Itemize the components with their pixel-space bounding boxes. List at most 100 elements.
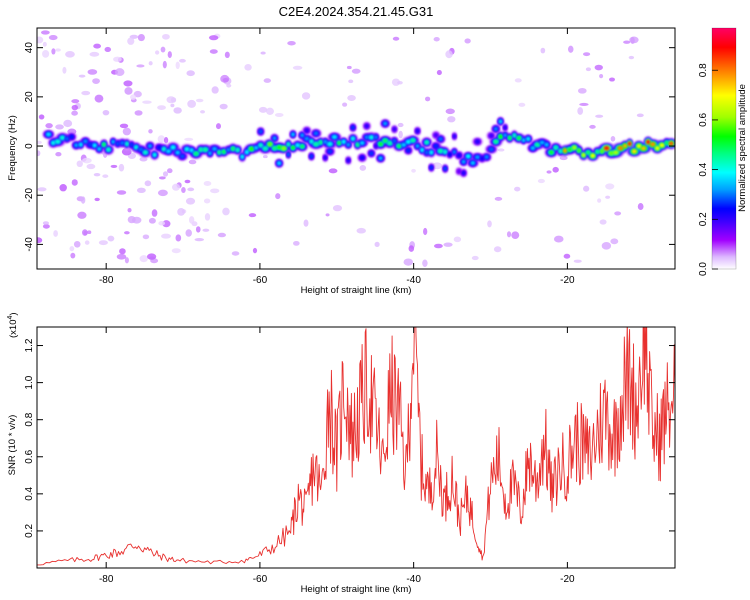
heatmap-cell [471, 255, 479, 261]
heatmap-cell [48, 35, 58, 41]
heatmap-cell [81, 90, 91, 96]
heatmap-cell [125, 141, 129, 146]
heatmap-cell [240, 154, 245, 159]
heatmap-cell [184, 179, 191, 184]
heatmap-cell [461, 159, 466, 164]
heatmap-cell [318, 140, 323, 145]
spectrogram-y-tick-label: 40 [24, 42, 35, 54]
snr-x-tick-label: -40 [406, 574, 421, 585]
heatmap-cell [74, 143, 79, 148]
heatmap-cell [42, 50, 50, 58]
heatmap-cell [512, 133, 517, 138]
heatmap-cell [526, 136, 531, 142]
snr-multiplier-close: ) [8, 312, 19, 315]
heatmap-cell [235, 147, 240, 153]
heatmap-cell [124, 231, 130, 235]
heatmap-cell [204, 213, 211, 221]
snr-x-tick-label: -60 [253, 574, 268, 585]
heatmap-cell [346, 142, 351, 147]
heatmap-cell [636, 143, 642, 149]
heatmap-cell [53, 230, 58, 237]
heatmap-cell [327, 141, 333, 147]
heatmap-cell [487, 220, 492, 228]
heatmap-cell [539, 140, 545, 145]
heatmap-cell [452, 134, 457, 139]
heatmap-cell [63, 119, 73, 128]
heatmap-cell [104, 46, 112, 53]
heatmap-cell [59, 135, 65, 140]
heatmap-cell [304, 128, 310, 133]
heatmap-cell [265, 107, 274, 115]
heatmap-cell [222, 77, 229, 83]
heatmap-cell [42, 224, 50, 229]
heatmap-cell [563, 148, 568, 153]
heatmap-cell [595, 114, 604, 118]
heatmap-cell [79, 142, 83, 147]
heatmap-cell [313, 131, 319, 136]
heatmap-cell [189, 148, 194, 153]
heatmap-cell [447, 152, 452, 157]
heatmap-cell [181, 186, 186, 193]
heatmap-cell [568, 45, 574, 53]
heatmap-cell [438, 148, 444, 154]
heatmap-cell [111, 139, 115, 144]
spectrogram-x-tick-label: -40 [406, 275, 421, 286]
heatmap-cell [211, 146, 218, 151]
heatmap-cell [623, 40, 631, 44]
heatmap-cell [494, 196, 503, 201]
heatmap-cell [217, 150, 221, 155]
snr-y-tick-label: 1.2 [24, 338, 35, 352]
heatmap-cell [287, 40, 296, 46]
heatmap-cell [157, 135, 166, 143]
heatmap-cell [498, 119, 503, 124]
heatmap-cell [231, 251, 240, 256]
heatmap-cell [424, 150, 429, 155]
heatmap-cell [202, 147, 208, 152]
heatmap-cell [382, 138, 388, 143]
heatmap-cell [480, 156, 485, 161]
heatmap-cell [331, 134, 338, 140]
heatmap-cell [42, 41, 47, 47]
heatmap-cell [617, 146, 624, 151]
heatmap-cell [503, 133, 507, 138]
heatmap-cell [601, 242, 612, 250]
heatmap-cell [258, 129, 263, 134]
heatmap-cell [332, 204, 343, 212]
heatmap-cell [351, 125, 355, 130]
heatmap-cell [37, 187, 47, 192]
heatmap-cell [226, 83, 232, 88]
heatmap-cell [461, 170, 466, 176]
spectrogram-x-label: Height of straight line (km) [301, 285, 412, 296]
heatmap-cell [179, 154, 185, 159]
heatmap-cell [120, 140, 125, 146]
heatmap-cell [610, 238, 619, 245]
heatmap-cell [71, 179, 78, 186]
heatmap-cell [55, 151, 62, 157]
heatmap-cell [391, 78, 401, 86]
colorbar-tick-label: 0.0 [698, 262, 709, 276]
heatmap-cell [356, 227, 366, 234]
heatmap-cell [382, 121, 388, 126]
heatmap-cell [171, 183, 181, 191]
heatmap-cell [585, 67, 591, 72]
heatmap-cell [493, 126, 499, 132]
spectrogram-x-tick-label: -80 [99, 275, 114, 286]
heatmap-cell [275, 193, 281, 200]
heatmap-cell [133, 90, 142, 98]
spectrogram-y-tick-label: -40 [24, 237, 35, 252]
heatmap-cell [573, 259, 582, 263]
heatmap-cell [107, 235, 115, 242]
heatmap-cell [37, 150, 41, 157]
heatmap-cell [92, 78, 100, 84]
heatmap-cell [558, 149, 563, 154]
spectrogram-y-tick-label: 0 [24, 143, 35, 149]
heatmap-cell [184, 137, 194, 141]
colorbar-tick-label: 0.4 [698, 162, 709, 176]
heatmap-cell [113, 56, 122, 62]
heatmap-cell [161, 146, 166, 152]
heatmap-cell [636, 113, 644, 118]
heatmap-cell [162, 33, 170, 40]
colorbar-tick-label: 0.2 [698, 212, 709, 226]
heatmap-cell [37, 237, 43, 244]
heatmap-cell [369, 151, 374, 156]
